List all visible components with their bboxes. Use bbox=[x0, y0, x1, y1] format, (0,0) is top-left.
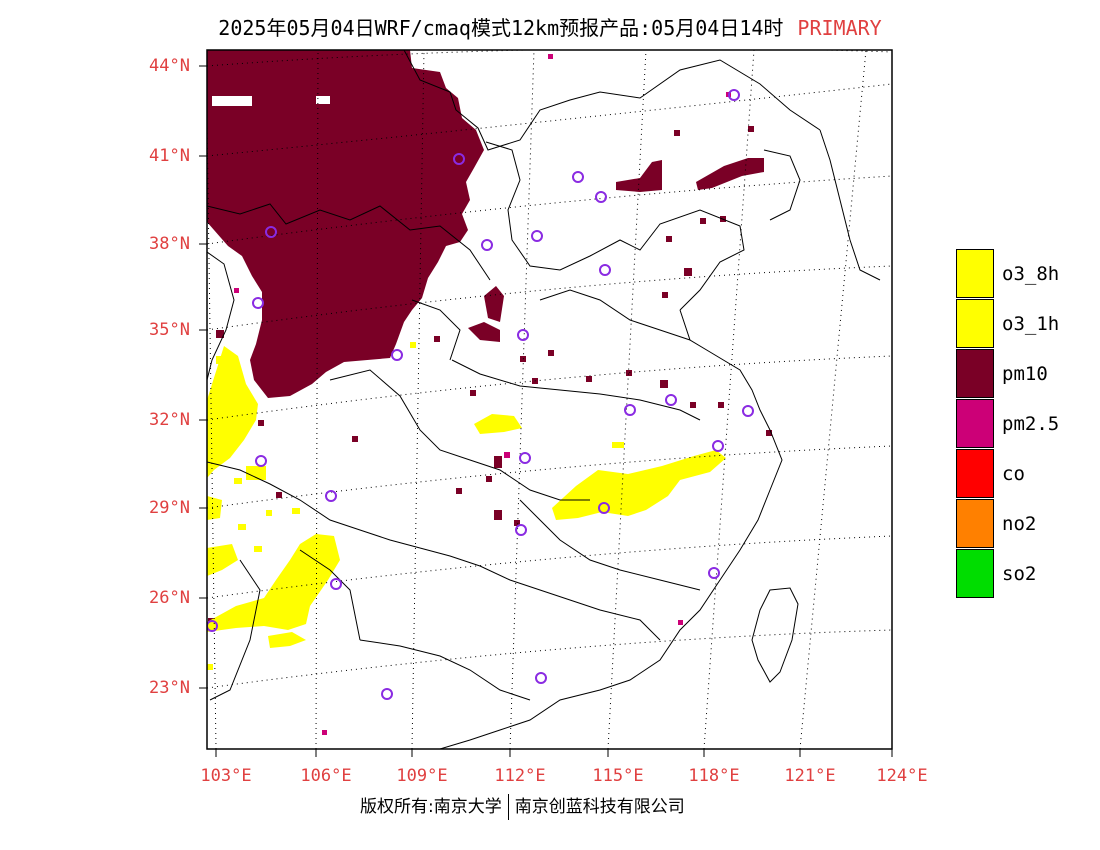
lat-label: 38°N bbox=[149, 234, 190, 254]
lat-label: 26°N bbox=[149, 588, 190, 608]
o3-region bbox=[474, 414, 522, 434]
lon-label: 106°E bbox=[300, 766, 352, 786]
lat-label: 44°N bbox=[149, 56, 190, 76]
pm10-cluster bbox=[616, 160, 662, 192]
pm10-cluster bbox=[484, 286, 504, 322]
map-content bbox=[207, 50, 892, 749]
copyright-footer: 版权所有:南京大学 南京创蓝科技有限公司 bbox=[360, 792, 685, 820]
lat-label: 23°N bbox=[149, 678, 190, 698]
o3-region bbox=[268, 632, 306, 648]
lon-label: 118°E bbox=[688, 766, 740, 786]
primary-tag: PRIMARY bbox=[797, 16, 882, 40]
graticule bbox=[207, 50, 892, 749]
map-title-text: 2025年05月04日WRF/cmaq模式12km预报产品:05月04日14时 bbox=[218, 16, 784, 40]
lon-label: 112°E bbox=[494, 766, 546, 786]
copyright-left: 版权所有:南京大学 bbox=[360, 797, 502, 817]
lon-label: 121°E bbox=[784, 766, 836, 786]
pm10-pixels bbox=[208, 126, 772, 630]
map-frame bbox=[206, 49, 893, 750]
legend-swatch bbox=[956, 399, 994, 448]
legend-swatch bbox=[956, 499, 994, 548]
clear-patches bbox=[212, 96, 330, 106]
copyright-right: 南京创蓝科技有限公司 bbox=[514, 797, 685, 817]
lat-label: 32°N bbox=[149, 410, 190, 430]
legend-label: co bbox=[1002, 463, 1025, 485]
o3-region bbox=[207, 544, 238, 576]
legend-swatch bbox=[956, 249, 994, 298]
pm10-region bbox=[207, 50, 484, 398]
legend-swatch bbox=[956, 449, 994, 498]
o3-region bbox=[207, 534, 340, 632]
lon-label: 109°E bbox=[396, 766, 448, 786]
map-title: 2025年05月04日WRF/cmaq模式12km预报产品:05月04日14时 P… bbox=[0, 12, 1100, 41]
legend-label: no2 bbox=[1002, 513, 1037, 535]
o3-region bbox=[207, 346, 258, 478]
o3-region bbox=[552, 450, 726, 520]
footer-divider bbox=[507, 794, 509, 820]
legend-label: so2 bbox=[1002, 563, 1037, 585]
station-markers bbox=[207, 89, 754, 700]
legend-label: o3_1h bbox=[1002, 313, 1060, 335]
lon-label: 103°E bbox=[200, 766, 252, 786]
borders bbox=[207, 50, 881, 749]
lon-label: 124°E bbox=[876, 766, 928, 786]
legend-swatch bbox=[956, 549, 994, 598]
legend-swatch bbox=[956, 299, 994, 348]
legend-swatch bbox=[956, 349, 994, 398]
legend-label: pm2.5 bbox=[1002, 413, 1060, 435]
lon-label: 115°E bbox=[592, 766, 644, 786]
pm10-cluster bbox=[696, 158, 764, 190]
o3-region bbox=[207, 496, 222, 520]
pm10-cluster bbox=[468, 322, 500, 342]
axis-ticks bbox=[199, 65, 893, 757]
lat-label: 35°N bbox=[149, 320, 190, 340]
legend-label: pm10 bbox=[1002, 363, 1048, 385]
o3-pixels bbox=[207, 342, 624, 670]
lat-label: 41°N bbox=[149, 146, 190, 166]
lat-label: 29°N bbox=[149, 498, 190, 518]
legend-label: o3_8h bbox=[1002, 263, 1060, 285]
